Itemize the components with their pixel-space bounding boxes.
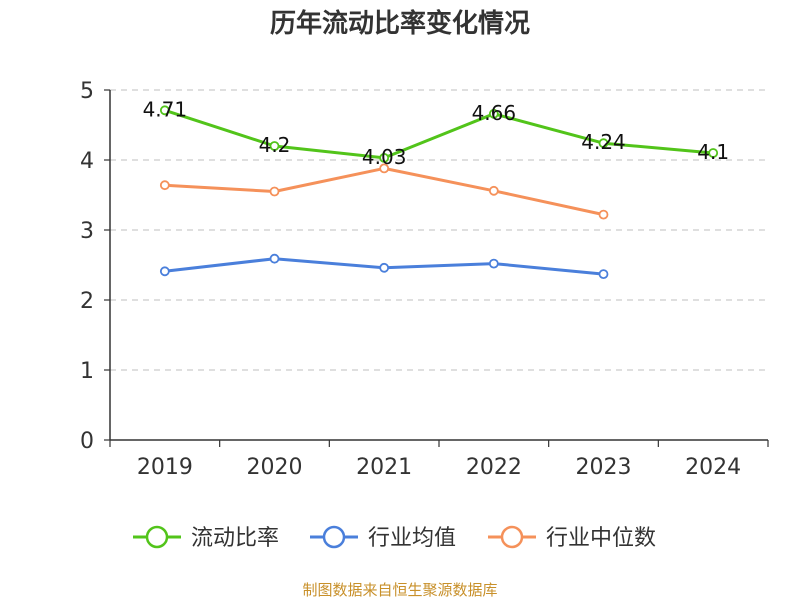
y-tick-label: 0	[80, 429, 94, 454]
x-tick-label: 2023	[576, 455, 632, 480]
legend-item-2: 行业中位数	[488, 525, 656, 551]
y-tick-label: 5	[80, 79, 94, 104]
data-point	[379, 262, 390, 273]
data-label: 4.66	[472, 101, 517, 125]
series-line	[164, 108, 714, 160]
y-tick-label: 1	[80, 359, 94, 384]
data-point	[159, 266, 170, 277]
data-point	[488, 185, 499, 196]
legend-label: 流动比率	[191, 526, 279, 551]
legend-label: 行业均值	[368, 526, 456, 551]
y-tick-label: 2	[80, 289, 94, 314]
y-axis-ticks: 0 1 2 3 4 5	[80, 79, 110, 454]
data-source-note: 制图数据来自恒生聚源数据库	[302, 581, 497, 599]
series-line	[164, 166, 604, 217]
series-0	[159, 105, 719, 163]
legend-label: 行业中位数	[546, 526, 656, 551]
legend-marker	[500, 525, 524, 549]
data-label: 4.24	[581, 130, 626, 154]
data-labels: 4.71 4.2 4.03 4.66 4.24 4.1	[143, 97, 730, 169]
y-tick-label: 4	[80, 149, 94, 174]
legend-marker	[145, 525, 169, 549]
data-point	[269, 253, 280, 264]
x-tick-label: 2021	[356, 455, 412, 480]
data-label: 4.1	[697, 140, 729, 164]
data-point	[159, 105, 170, 116]
legend: 流动比率 行业均值 行业中位数	[133, 525, 656, 551]
data-point	[269, 141, 280, 151]
data-label: 4.71	[143, 97, 188, 121]
legend-item-1: 行业均值	[310, 525, 456, 551]
legend-marker	[322, 525, 346, 549]
x-tick-label: 2019	[137, 455, 193, 480]
data-label: 4.2	[259, 133, 291, 157]
series-group	[159, 105, 719, 280]
legend-item-0: 流动比率	[133, 525, 279, 551]
data-point	[269, 186, 280, 197]
x-tick-label: 2024	[685, 455, 741, 480]
data-point	[488, 108, 499, 119]
series-2	[159, 163, 609, 220]
y-tick-label: 3	[80, 219, 94, 244]
data-point	[488, 258, 499, 269]
data-point	[598, 209, 609, 220]
data-point	[159, 180, 170, 191]
data-point	[708, 148, 719, 158]
x-tick-label: 2022	[466, 455, 522, 480]
data-point	[379, 163, 390, 174]
data-label: 4.03	[362, 145, 407, 169]
data-point	[379, 152, 390, 163]
x-axis-ticks: 2019 2020 2021 2022 2023 2024	[109, 440, 769, 480]
data-point	[598, 269, 609, 280]
series-1	[159, 253, 609, 280]
x-tick-label: 2020	[247, 455, 303, 480]
data-point	[598, 138, 609, 149]
grid-lines	[110, 89, 768, 371]
chart-title: 历年流动比率变化情况	[270, 8, 530, 39]
